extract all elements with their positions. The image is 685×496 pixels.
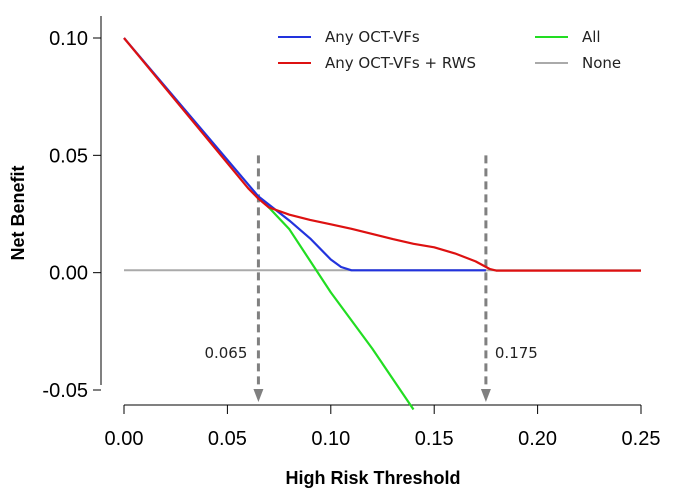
axis-ticks: 0.10 0.05 0.00 -0.05 0.00 0.05 0.10 0.15 0.20 0.2…: [42, 28, 660, 450]
legend-label: Any OCT-VFs + RWS: [325, 54, 476, 72]
x-tick-label: 0.15: [415, 428, 454, 450]
series-line-any-oct-vfs-rws: [123, 37, 641, 272]
legend-label: None: [582, 54, 621, 72]
legend-label: All: [582, 28, 601, 46]
legend: Any OCT-VFs Any OCT-VFs + RWS All None: [278, 28, 621, 72]
axes: [100, 16, 641, 406]
threshold-label: 0.065: [204, 344, 247, 362]
series-lines: [123, 37, 641, 411]
y-tick-label: 0.10: [49, 28, 88, 50]
threshold-arrowhead: [480, 389, 491, 402]
threshold-annotations: 0.065 0.175: [204, 155, 538, 402]
series-line-all: [257, 195, 415, 411]
x-tick-label: 0.05: [208, 428, 247, 450]
threshold-arrowhead: [253, 389, 264, 402]
x-tick-label: 0.20: [518, 428, 557, 450]
x-tick-label: 0.10: [311, 428, 350, 450]
x-tick-label: 0.25: [622, 428, 661, 450]
series-line-any-oct-vfs: [123, 37, 486, 272]
y-tick-label: 0.00: [49, 263, 88, 285]
x-tick-label: 0.00: [105, 428, 144, 450]
legend-label: Any OCT-VFs: [325, 28, 420, 46]
threshold-label: 0.175: [495, 344, 538, 362]
x-axis-title: High Risk Threshold: [285, 468, 460, 488]
y-tick-label: -0.05: [42, 380, 88, 402]
y-tick-label: 0.05: [49, 145, 88, 167]
y-axis-title: Net Benefit: [8, 165, 28, 260]
